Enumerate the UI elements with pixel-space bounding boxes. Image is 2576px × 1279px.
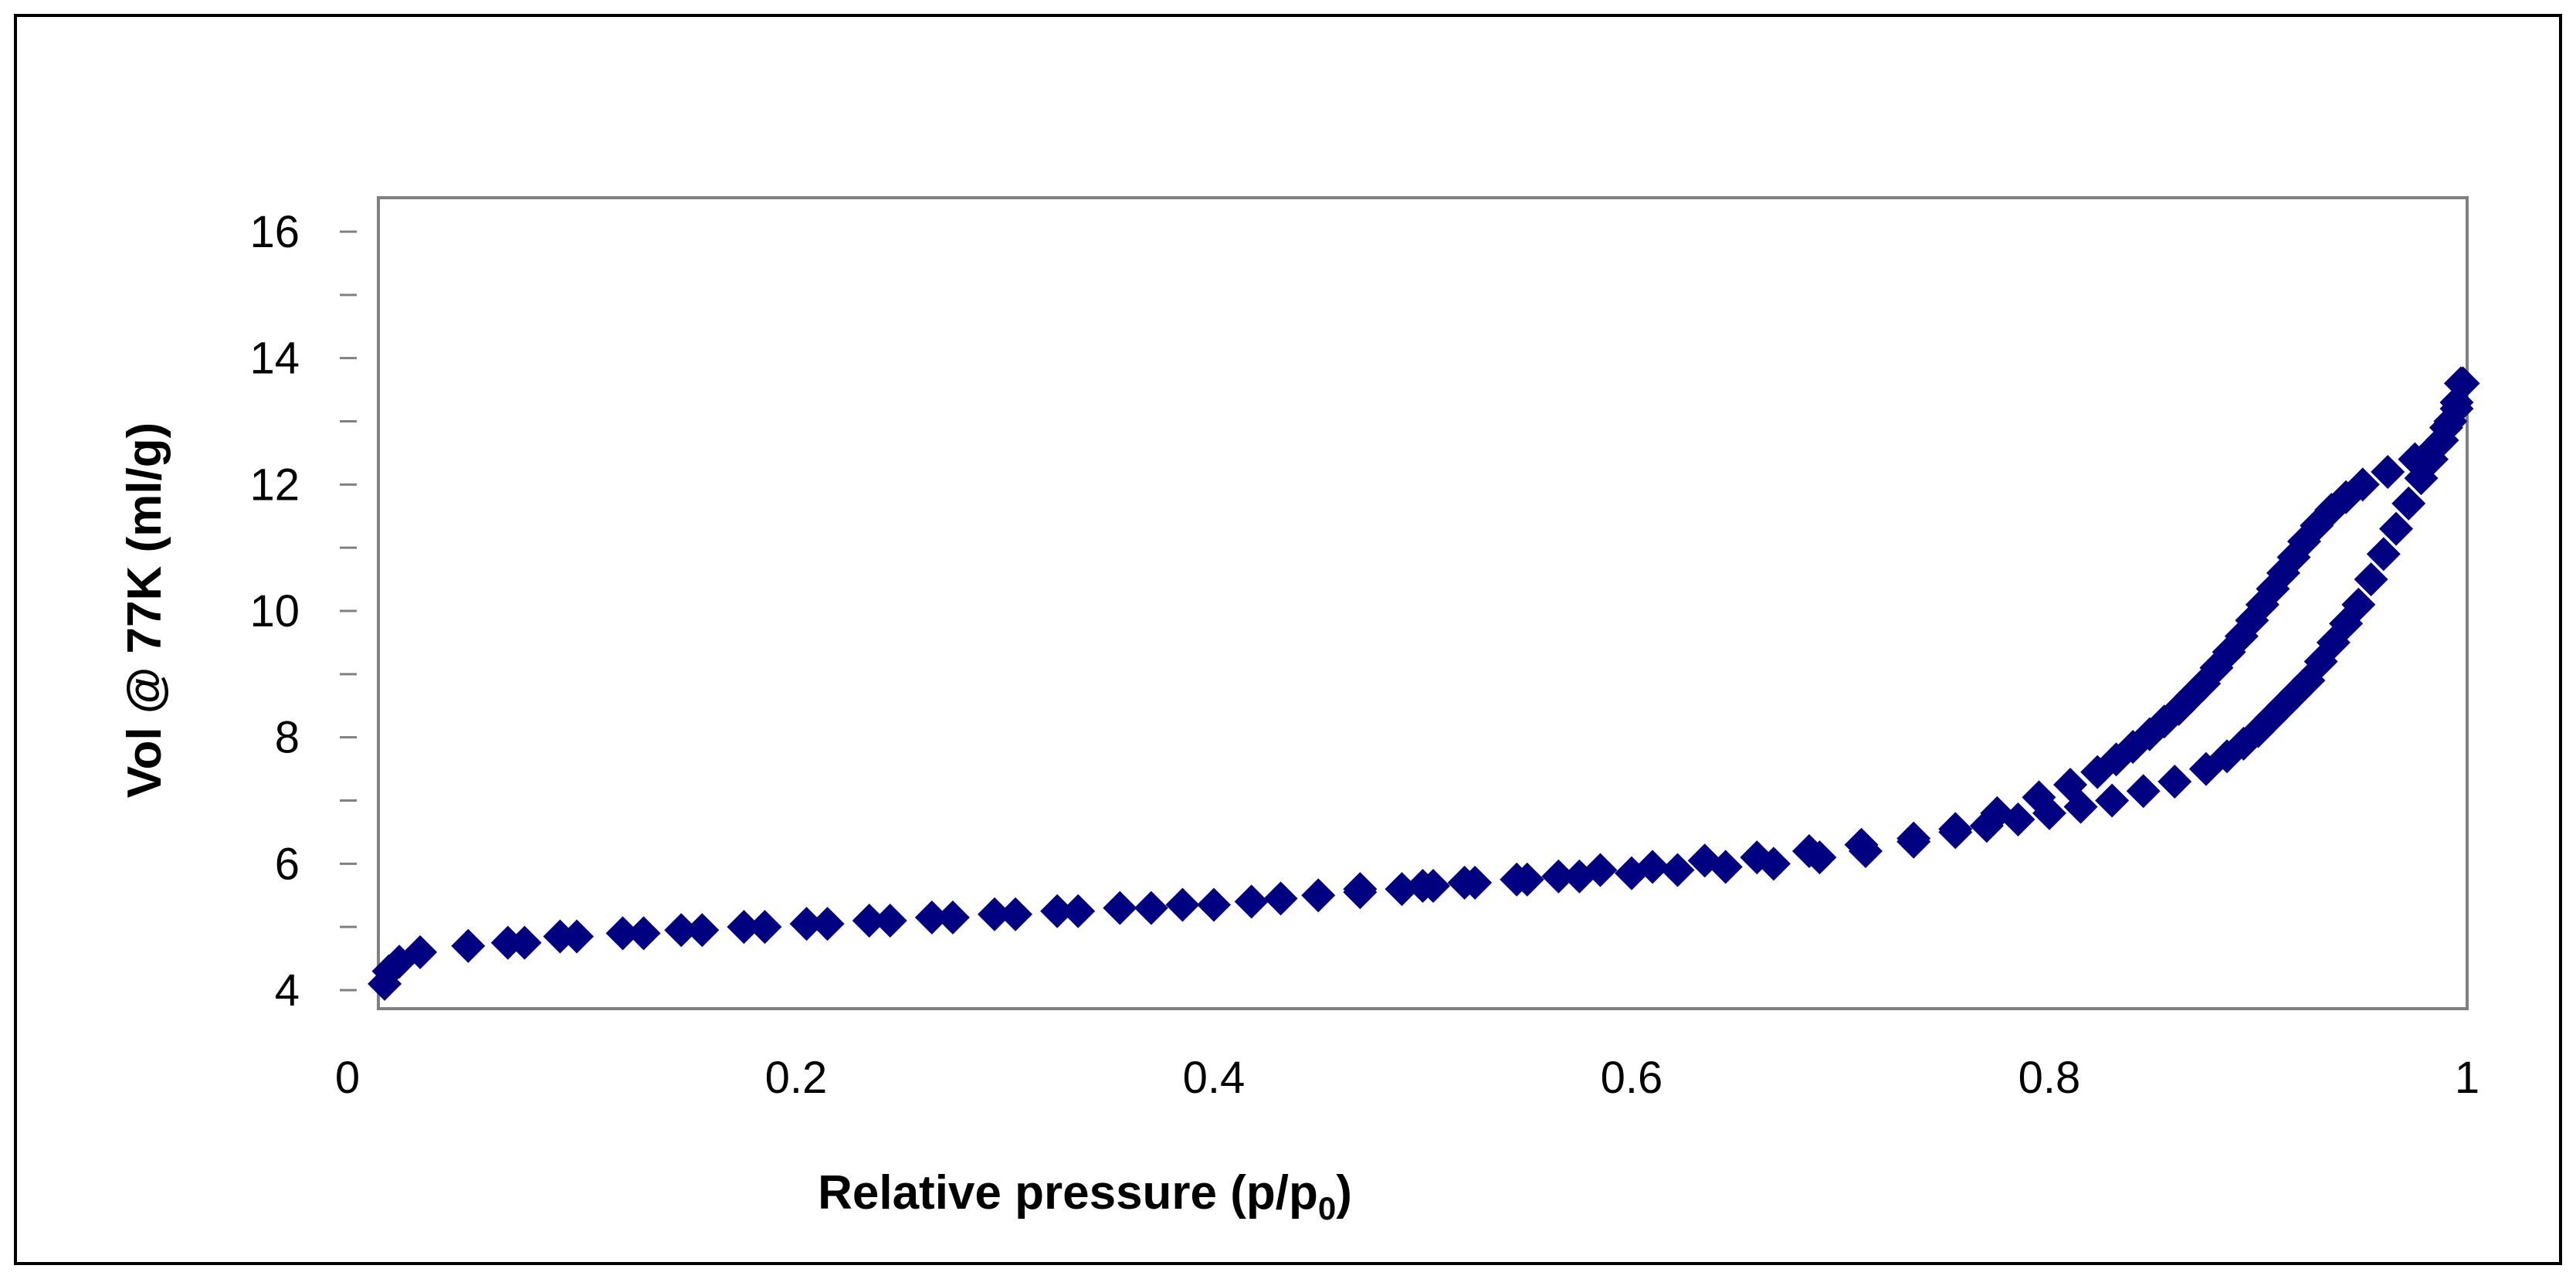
x-tick-label: 0.2 xyxy=(765,1053,828,1103)
desorption-point xyxy=(1405,868,1440,903)
adsorption-point xyxy=(2366,537,2401,572)
adsorption-point xyxy=(2354,562,2388,597)
adsorption-point xyxy=(935,900,970,935)
outer-border xyxy=(14,14,2562,1265)
adsorption-point xyxy=(1165,887,1200,922)
x-tick-label: 1 xyxy=(2455,1053,2479,1103)
y-tick-label: 6 xyxy=(275,839,300,889)
desorption-point xyxy=(1615,856,1649,891)
adsorption-point xyxy=(2095,783,2130,818)
desorption-point xyxy=(1447,865,1482,900)
y-axis-title: Vol @ 77K (ml/g) xyxy=(118,422,171,798)
y-tick-label: 4 xyxy=(275,965,300,1016)
desorption-point xyxy=(1848,833,1883,868)
y-tick-label: 16 xyxy=(249,207,300,257)
adsorption-point xyxy=(727,910,761,945)
desorption-point xyxy=(1896,824,1931,859)
adsorption-point xyxy=(605,916,640,951)
desorption-point xyxy=(2446,366,2480,401)
desorption-point xyxy=(2053,768,2088,802)
adsorption-point xyxy=(810,907,845,941)
desorption-point xyxy=(2371,454,2405,489)
y-tick-label: 12 xyxy=(249,460,300,510)
adsorption-point xyxy=(2157,764,2192,799)
adsorption-point xyxy=(1040,894,1075,928)
adsorption-point xyxy=(559,919,594,954)
desorption-point xyxy=(1938,812,1973,846)
desorption-point xyxy=(1756,846,1791,881)
y-tick-label: 8 xyxy=(275,713,300,763)
adsorption-point xyxy=(1061,894,1096,928)
x-axis-title-main: Relative pressure (p/p xyxy=(818,1166,1318,1220)
desorption-point xyxy=(1980,796,2015,830)
adsorption-point xyxy=(451,928,486,963)
x-tick-label: 0.6 xyxy=(1601,1053,1663,1103)
adsorption-point xyxy=(403,935,438,969)
desorption-point xyxy=(1708,850,1743,884)
adsorption-point xyxy=(747,910,782,945)
adsorption-point xyxy=(914,900,949,935)
adsorption-point xyxy=(1263,881,1298,916)
adsorption-point xyxy=(2391,486,2426,521)
adsorption-point xyxy=(1103,891,1137,925)
adsorption-point xyxy=(507,925,542,960)
adsorption-point xyxy=(2379,511,2414,546)
desorption-point xyxy=(1562,859,1597,894)
desorption-point xyxy=(2022,780,2056,815)
x-axis-title: Relative pressure (p/p0) xyxy=(818,1166,1352,1226)
desorption-point xyxy=(1343,872,1378,907)
adsorption-point xyxy=(852,903,886,938)
adsorption-point xyxy=(1134,891,1168,925)
adsorption-point xyxy=(998,897,1033,931)
adsorption-point xyxy=(2341,587,2376,622)
adsorption-point xyxy=(1385,872,1419,907)
plot-area-border xyxy=(377,196,2469,1010)
plot-layer: 4 6 8 10 12 14 16 0 0.2 0.4 0.6 0.8 1 xyxy=(249,196,2480,1103)
desorption-point xyxy=(1802,840,1837,875)
adsorption-point xyxy=(664,913,699,948)
adsorption-point xyxy=(1301,878,1336,913)
x-tick-label: 0 xyxy=(335,1053,360,1103)
adsorption-point xyxy=(1541,859,1576,894)
adsorption-point xyxy=(789,907,824,941)
adsorption-point xyxy=(1234,884,1269,919)
adsorption-point xyxy=(371,954,406,989)
desorption-point xyxy=(2398,442,2432,477)
adsorption-point xyxy=(977,897,1012,931)
x-axis-title-suffix: ) xyxy=(1336,1166,1352,1220)
x-tick-label: 0.8 xyxy=(2018,1053,2081,1103)
x-axis-title-subscript: 0 xyxy=(1318,1190,1336,1226)
y-tick-label: 10 xyxy=(249,586,300,636)
adsorption-point xyxy=(626,916,661,951)
desorption-point xyxy=(1660,853,1695,887)
adsorption-point xyxy=(1197,887,1231,922)
adsorption-point xyxy=(685,913,720,948)
desorption-point xyxy=(1510,862,1544,897)
y-tick-label: 14 xyxy=(249,334,300,384)
adsorption-point xyxy=(2126,774,2161,809)
adsorption-point xyxy=(873,903,907,938)
x-tick-label: 0.4 xyxy=(1183,1053,1246,1103)
desorption-point xyxy=(2080,755,2115,789)
